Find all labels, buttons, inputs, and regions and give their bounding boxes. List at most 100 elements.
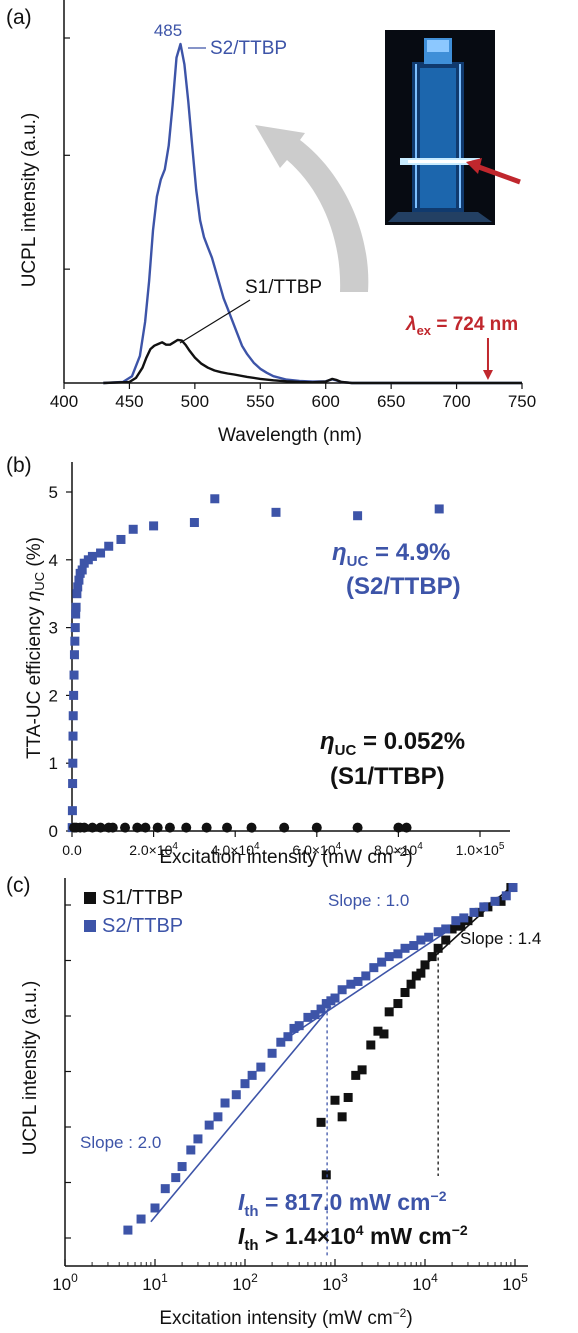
ith-s1-annotation: Ith > 1.4×104 mW cm−2 [238,1222,468,1254]
slope-s2-high-label: Slope : 1.0 [328,891,409,910]
panel-a-label: (a) [6,6,32,29]
x-tick-label: 1.0×105 [456,841,505,858]
point-s1 [357,1065,367,1075]
point-s2 [104,541,114,551]
point-s2 [71,602,81,612]
point-s2 [441,924,451,934]
panel-b-ylabel: TTA-UC efficiency ηUC (%) [24,537,47,759]
point-s2 [346,979,356,989]
point-s2 [400,943,410,953]
point-s2 [240,1079,250,1089]
point-s1 [496,896,506,906]
point-s2 [150,1203,160,1213]
point-s2 [451,916,461,926]
point-s2 [189,518,199,528]
point-s1 [164,822,175,833]
point-s2 [68,711,78,721]
x-tick-label: 105 [502,1271,528,1294]
point-s2 [433,927,443,937]
point-s2 [321,999,331,1009]
point-s1 [427,952,437,962]
panel-b-x-ticks: 0.0 2.0×104 4.0×104 6.0×104 8.0×104 1.0×105 [62,831,505,858]
point-s1 [321,1170,331,1180]
lambda-ex-annotation: λex = 724 nm [405,314,518,380]
point-s2 [69,650,79,660]
point-s1 [87,822,98,833]
x-tick-label: 102 [232,1271,258,1294]
point-s2 [73,582,83,592]
point-s2 [96,548,106,558]
point-s2 [330,993,340,1003]
lambda-symbol: λ [405,314,417,335]
legend: S1/TTBP S2/TTBP [84,887,183,937]
point-s2 [316,1004,326,1014]
lambda-value: = 724 nm [431,314,518,335]
point-s1 [343,1092,353,1102]
point-s2 [353,976,363,986]
point-s1 [222,822,233,833]
x-tick-label: 4.0×104 [211,841,260,858]
point-s2 [128,524,138,534]
point-s1 [366,1040,376,1050]
point-s2 [271,507,281,517]
point-s1 [201,822,212,833]
point-s1 [416,968,426,978]
point-s2 [393,949,403,959]
point-s2 [70,636,80,646]
point-s1 [393,822,404,833]
point-s2 [160,1184,170,1194]
x-tick-label: 450 [115,392,143,411]
point-s2 [501,891,511,901]
panel-b-chart: (b) 0 1 2 3 4 5 0.0 2.0×104 4.0×104 6.0×104 8.0×1… [6,454,510,868]
eta-s1-name: (S1/TTBP) [330,763,445,790]
point-s2 [74,575,84,585]
point-s2 [220,1098,230,1108]
point-s2 [424,932,434,942]
point-s1 [373,1026,383,1036]
point-s1 [152,822,163,833]
point-s1 [401,822,412,833]
point-s1 [456,921,466,931]
x-tick-label: 8.0×104 [374,841,423,858]
x-tick-label: 6.0×104 [292,841,341,858]
x-tick-label: 101 [142,1271,168,1294]
point-s2 [87,551,97,561]
point-s2 [416,935,426,945]
point-s1 [406,979,416,989]
x-tick-label: 750 [508,392,536,411]
x-tick-label: 400 [50,392,78,411]
panel-b-points [67,494,444,833]
point-s1 [246,822,257,833]
y-tick-label: 0 [49,822,58,841]
lambda-sub: ex [417,323,432,338]
point-s2 [490,896,500,906]
x-tick-label: 700 [442,392,470,411]
slope-s2-low-label: Slope : 2.0 [80,1133,161,1152]
point-s2 [213,1112,223,1122]
peak-label: 485 [154,21,182,40]
curved-arrow-icon [255,125,369,292]
point-s1 [140,822,151,833]
point-s2 [204,1120,214,1130]
point-s2 [193,1134,203,1144]
point-s2 [67,806,77,816]
slope-s1-label: Slope : 1.4 [460,929,541,948]
point-s2 [247,1070,257,1080]
point-s1 [107,822,118,833]
point-s1 [181,822,192,833]
point-s2 [337,985,347,995]
x-tick-label: 0.0 [62,842,82,858]
point-s1 [474,907,484,917]
panel-a-ylabel: UCPL intensity (a.u.) [19,113,40,288]
legend-marker-s1 [84,892,96,904]
point-s2 [303,1012,313,1022]
point-s2 [369,963,379,973]
panel-b-xlabel: Excitation intensity (mW cm−2) [159,845,412,868]
point-s2 [353,511,363,521]
x-tick-label: 600 [312,392,340,411]
legend-label-s1: S1/TTBP [102,887,183,909]
x-tick-label: 100 [52,1271,78,1294]
point-s1 [351,1070,361,1080]
point-s2 [276,1037,286,1047]
panel-c-points [123,883,518,1235]
